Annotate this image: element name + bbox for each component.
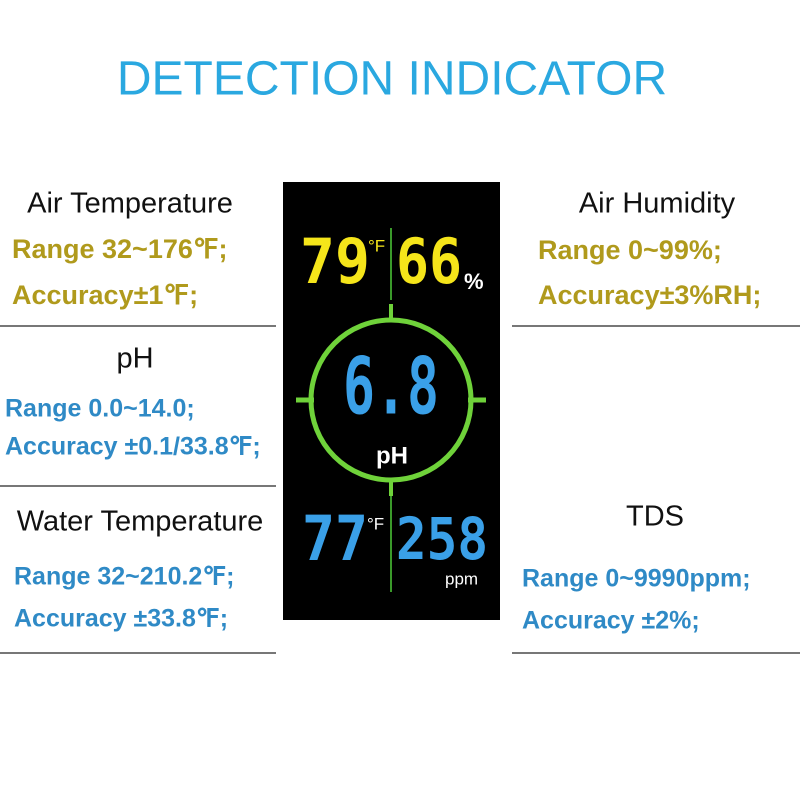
section-range: Range 32~210.2℉; bbox=[14, 563, 234, 591]
humidity-reading: 66 bbox=[396, 225, 462, 298]
device-display: 79 °F 66 % 6.8 pH 77 °F 258 ppm bbox=[283, 182, 500, 620]
section-name: TDS bbox=[626, 501, 684, 533]
water-temp-reading: 77 bbox=[302, 502, 368, 575]
section-range: Range 0~9990ppm; bbox=[522, 565, 751, 593]
unit: % bbox=[464, 269, 484, 294]
section-accuracy: Accuracy ±0.1/33.8℉; bbox=[5, 433, 261, 461]
section-name: Water Temperature bbox=[17, 506, 264, 538]
section-range: Range 0.0~14.0; bbox=[5, 395, 195, 423]
ph-reading: 6.8 bbox=[343, 342, 439, 432]
section-range: Range 0~99%; bbox=[538, 235, 722, 265]
air-temp-reading: 79 bbox=[300, 225, 370, 298]
section-accuracy: Accuracy±3%RH; bbox=[538, 280, 761, 310]
unit: °F bbox=[367, 514, 384, 533]
section-accuracy: Accuracy±1℉; bbox=[12, 280, 198, 310]
section-range: Range 32~176℉; bbox=[12, 234, 228, 264]
section-name: Air Humidity bbox=[579, 188, 736, 220]
section-name: Air Temperature bbox=[27, 188, 233, 220]
title: DETECTION INDICATOR bbox=[117, 53, 667, 106]
section-accuracy: Accuracy ±2%; bbox=[522, 607, 700, 635]
section-accuracy: Accuracy ±33.8℉; bbox=[14, 605, 228, 633]
tds-reading: 258 bbox=[396, 505, 488, 573]
unit: °F bbox=[368, 236, 385, 255]
unit: ppm bbox=[445, 569, 478, 588]
section-name: pH bbox=[116, 343, 153, 375]
unit: pH bbox=[376, 442, 408, 469]
